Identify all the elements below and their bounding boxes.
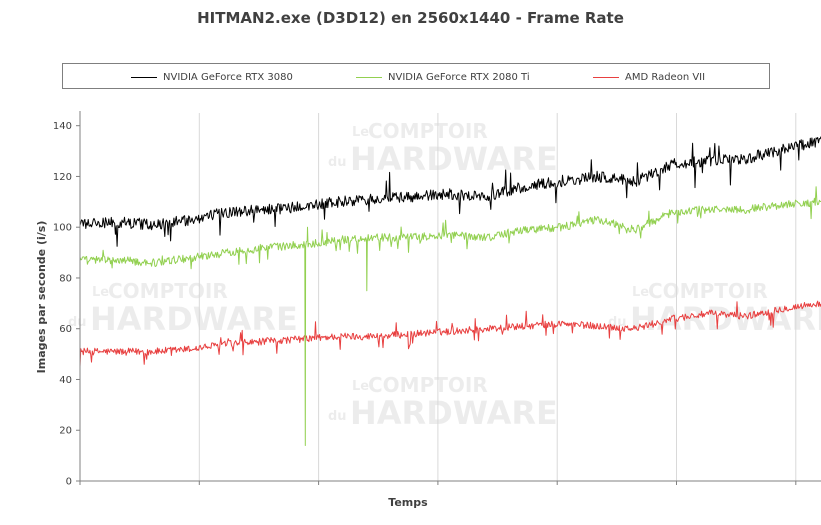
series-line-2 [79,300,821,367]
y-tick-label-80: 80 [59,273,72,284]
watermark-word: COMPTOIR [108,279,228,303]
watermark-word: COMPTOIR [368,119,488,143]
watermark-word: Le [352,125,369,140]
legend-swatch-rtx-3080 [131,76,157,78]
series-layer [79,136,821,446]
legend-label-rtx-3080: NVIDIA GeForce RTX 3080 [163,71,293,83]
y-tick-label-100: 100 [53,223,72,234]
watermark-word: Le [92,285,109,300]
legend-entry-rtx-2080-ti: NVIDIA GeForce RTX 2080 Ti [356,70,530,84]
watermark-word: COMPTOIR [648,279,768,303]
watermark-word: Le [352,379,369,394]
legend-label-radeon-vii: AMD Radeon VII [625,71,706,83]
legend-entry-radeon-vii: AMD Radeon VII [593,70,705,84]
legend-entry-rtx-3080: NVIDIA GeForce RTX 3080 [131,70,293,84]
watermark-word: COMPTOIR [368,373,488,397]
legend-swatch-rtx-2080-ti [356,76,382,78]
watermark-word: Le [632,285,649,300]
y-tick-label-0: 0 [66,477,72,488]
y-axis-title: Images par seconde (i/s) [35,221,48,374]
series-line-0 [79,136,821,247]
watermark-word: HARDWARE [350,394,558,432]
y-tick-label-120: 120 [53,172,72,183]
watermark-word: du [328,409,347,424]
chart-legend: NVIDIA GeForce RTX 3080 NVIDIA GeForce R… [62,63,770,89]
y-tick-label-20: 20 [59,426,72,437]
chart-title: HITMAN2.exe (D3D12) en 2560x1440 - Frame… [197,9,624,27]
y-tick-label-140: 140 [53,121,72,132]
watermark-word: HARDWARE [630,300,821,338]
grid-layer [198,113,797,481]
watermark-word: du [328,155,347,170]
x-axis-title: Temps [388,496,428,509]
axes-layer: 0 20 40 60 80 100 120 140 [53,111,821,488]
legend-swatch-radeon-vii [593,76,619,78]
watermark-word: HARDWARE [350,140,558,178]
legend-label-rtx-2080-ti: NVIDIA GeForce RTX 2080 Ti [388,71,530,83]
y-tick-label-60: 60 [59,324,72,335]
watermark-word: HARDWARE [90,300,298,338]
y-tick-label-40: 40 [59,375,72,386]
series-line-1 [79,186,821,446]
watermark-word: du [68,315,87,330]
